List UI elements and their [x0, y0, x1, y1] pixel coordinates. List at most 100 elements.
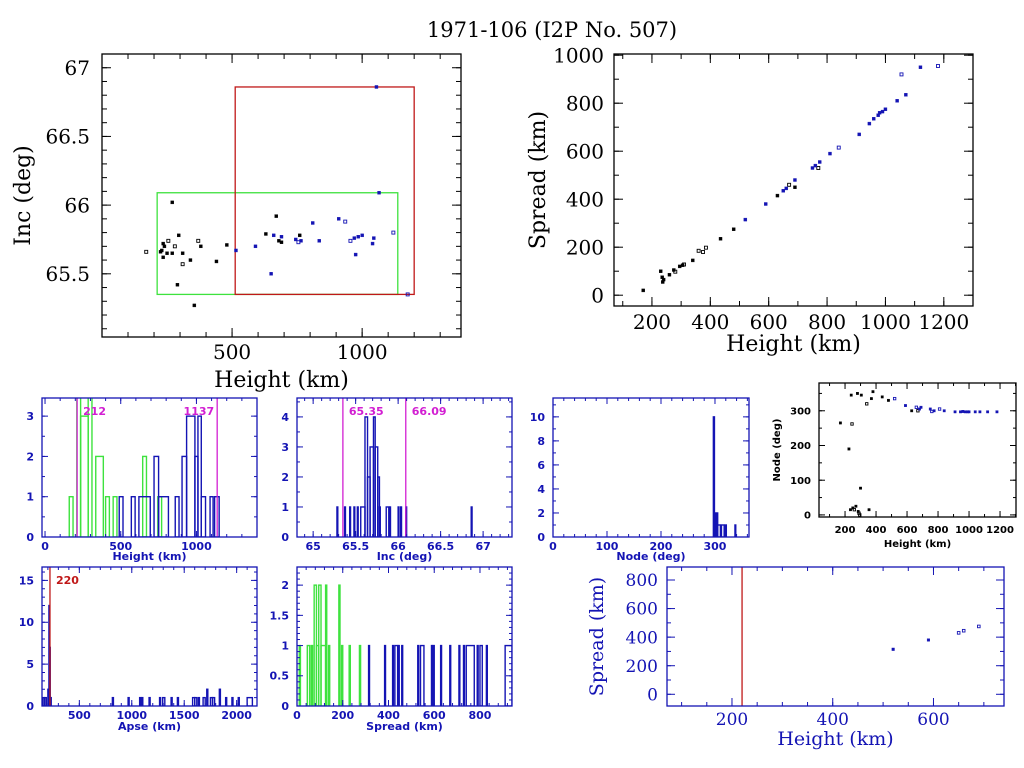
hist-bar-blue	[141, 696, 144, 706]
data-point-black	[298, 233, 302, 238]
data-point-blue	[311, 221, 315, 225]
x-axis-label: Height (km)	[884, 539, 951, 550]
data-point-blue	[828, 151, 832, 156]
data-point-black	[188, 258, 193, 262]
hist-bar-blue	[231, 696, 234, 706]
data-point-blue	[781, 189, 785, 193]
x-tick-label: 66	[390, 540, 406, 553]
y-tick-label: 0	[26, 531, 34, 544]
y-tick-label: 0	[537, 531, 545, 544]
hist-bar-blue	[417, 644, 420, 706]
hist-bar-blue	[419, 644, 425, 706]
data-point-black	[673, 269, 678, 274]
plot-area	[891, 624, 981, 651]
hist-bar-green	[306, 644, 311, 706]
data-point-black	[847, 447, 851, 451]
data-point-black	[175, 283, 180, 287]
data-point-blue	[271, 233, 276, 238]
data-point-black	[869, 397, 873, 401]
data-point-black	[196, 238, 201, 243]
data-point-blue	[961, 410, 965, 413]
hist-bar-green	[104, 496, 111, 537]
data-point-blue	[836, 145, 841, 150]
data-point-blue	[937, 407, 942, 411]
hist-bar-blue	[401, 644, 404, 706]
data-point-black	[880, 395, 884, 399]
data-point-blue	[343, 219, 348, 224]
x-tick-label: 67	[475, 540, 490, 553]
x-tick-label: 200	[633, 310, 671, 334]
x-tick-label: 1000	[955, 525, 983, 536]
data-point-black	[177, 233, 181, 238]
x-tick-label: 400	[817, 710, 849, 730]
hist-bar-green	[338, 584, 341, 706]
x-axis-label: Apse (km)	[118, 720, 181, 733]
x-axis-label: Height (km)	[112, 550, 186, 563]
data-point-blue	[764, 202, 768, 206]
panel-spread_height_zoom: 200 400 600 0 200 400 600 800 Height (km) Spread …	[586, 566, 1005, 750]
data-point-black	[703, 245, 708, 250]
y-tick-label: 0	[281, 531, 289, 544]
data-point-blue	[914, 405, 918, 409]
axes-frame	[666, 566, 1005, 707]
x-tick-label: 1000	[181, 540, 212, 553]
y-tick-label: 200	[626, 657, 658, 677]
data-point-black	[160, 248, 164, 253]
hist-bar-blue	[378, 506, 381, 537]
y-tick-label: 200	[790, 441, 811, 452]
y-tick-label: 1.5	[270, 609, 290, 622]
data-point-black	[279, 240, 284, 244]
hist-bar-blue	[218, 688, 222, 706]
hist-bar-blue	[367, 644, 371, 706]
y-tick-label: 300	[790, 406, 811, 417]
data-point-black	[696, 248, 701, 253]
axis-ticks	[297, 398, 512, 538]
data-point-blue	[967, 410, 971, 414]
hist-bar-blue	[211, 696, 216, 706]
data-point-blue	[360, 233, 364, 238]
hist-bar-blue	[470, 506, 473, 537]
hist-bar-blue	[388, 506, 392, 537]
data-point-blue	[818, 160, 822, 164]
hist-bar-blue	[237, 696, 240, 706]
data-point-blue	[942, 409, 946, 413]
data-point-blue	[932, 409, 936, 413]
data-point-black	[170, 200, 174, 205]
x-tick-label: 1500	[169, 709, 200, 722]
data-point-black	[264, 232, 268, 236]
hist-bar-green	[95, 455, 105, 537]
data-point-blue	[299, 239, 303, 243]
plot-area	[298, 584, 512, 706]
y-tick-label: 600	[566, 139, 604, 163]
axes-frame	[613, 53, 974, 307]
hist-bar-blue	[458, 644, 461, 706]
hist-bar-blue	[127, 696, 130, 706]
data-point-blue	[953, 410, 957, 414]
hist-bar-blue	[111, 696, 115, 706]
axis-ticks	[819, 383, 1017, 517]
data-point-black	[849, 508, 852, 512]
data-point-blue	[348, 238, 353, 243]
x-tick-label: 800	[468, 709, 491, 722]
y-tick-label: 0.5	[270, 670, 290, 683]
data-point-blue	[926, 638, 930, 642]
data-point-black	[162, 244, 167, 249]
data-point-black	[793, 185, 797, 189]
data-point-black	[859, 393, 863, 397]
hist-bar-blue	[479, 644, 483, 706]
hist-bar-blue	[712, 416, 716, 537]
data-point-blue	[904, 404, 907, 407]
y-tick-label: 3	[281, 441, 289, 454]
panel-hist_spread: 0 200 400 600 800 0 0.5 1 1.5 2 Spread (km)	[270, 566, 513, 733]
hist-bar-blue	[194, 696, 198, 706]
x-tick-label: 600	[897, 525, 918, 536]
data-point-blue	[857, 132, 861, 137]
hist-bar-blue	[383, 644, 387, 706]
x-tick-label: 200	[716, 710, 748, 730]
hist-bar-blue	[348, 506, 352, 537]
data-point-blue	[867, 121, 872, 126]
x-tick-label: 1200	[986, 525, 1014, 536]
x-tick-label: 65.5	[342, 540, 369, 553]
axis-ticks	[101, 53, 461, 337]
